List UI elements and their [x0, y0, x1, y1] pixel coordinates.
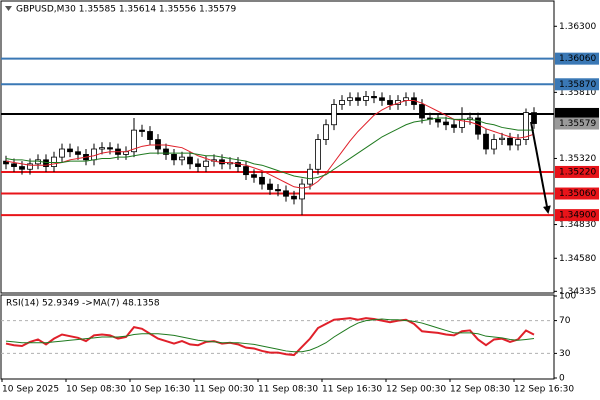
level-label: 1.34900 [559, 211, 596, 221]
candle-body [43, 159, 49, 167]
candle-body [491, 139, 497, 150]
candle-body [515, 139, 521, 146]
y-tick-label: 1.34580 [559, 254, 596, 264]
candle-body [323, 124, 329, 140]
x-tick-label: 12 Sep 16:30 [514, 385, 574, 395]
candle-body [339, 100, 345, 105]
level-label: 1.35650 [559, 109, 596, 119]
candle-body [27, 163, 33, 170]
candle-body [251, 174, 257, 178]
candle-body [307, 168, 313, 185]
candle-body [147, 131, 153, 140]
candle-body [131, 129, 137, 153]
x-tick-label: 12 Sep 00:30 [386, 385, 446, 395]
level-label-box [555, 209, 599, 222]
candle-body [267, 183, 273, 190]
y-tick-label: 1.35810 [559, 88, 596, 98]
level-label-box [555, 187, 599, 200]
series-line [5, 318, 535, 353]
forecast-arrow [530, 121, 551, 214]
y-tick-label: 1.34335 [559, 287, 596, 297]
level-label: 1.35870 [559, 80, 596, 90]
candle-body [371, 96, 377, 99]
candle-body [163, 148, 169, 155]
x-tick-label: 11 Sep 00:30 [194, 385, 254, 395]
candle-body [203, 160, 209, 167]
candle-body [59, 148, 65, 158]
x-tick-label: 10 Sep 08:30 [66, 385, 126, 395]
candle-body [259, 176, 265, 185]
candle-body [51, 156, 57, 167]
candle-body [443, 121, 449, 126]
y-tick-label: 1.36300 [559, 22, 596, 32]
candle-body [67, 148, 73, 153]
candle-body [275, 189, 281, 192]
level-label: 1.36060 [559, 54, 596, 64]
level-label-box [555, 78, 599, 91]
candle-body [11, 163, 17, 167]
candle-body [451, 124, 457, 128]
level-label: 1.35220 [559, 167, 596, 177]
candle-body [299, 183, 305, 200]
candle-body [331, 104, 337, 126]
candle-body [355, 97, 361, 101]
candle-body [91, 148, 97, 161]
plot-layer: 1.36300 1.35810 1.35320 1.34830 1.34580 1.343… [1, 22, 599, 395]
x-tick-label: 10 Sep 2025 [2, 385, 59, 395]
x-tick-label: 11 Sep 08:30 [258, 385, 318, 395]
level-label-box [555, 52, 599, 65]
candle-body [291, 195, 297, 200]
candle-body [523, 112, 529, 140]
candle-body [387, 100, 393, 105]
y-tick-label: 70 [559, 316, 571, 326]
candle-body [379, 97, 385, 101]
candle-body [419, 104, 425, 119]
candle-body [107, 147, 113, 150]
candle-body [171, 154, 177, 161]
chart-header: GBPUSD,M30 1.35585 1.35614 1.35556 1.355… [16, 5, 236, 15]
candle-body [435, 118, 441, 123]
candle-body [347, 97, 353, 101]
x-tick-label: 12 Sep 08:30 [450, 385, 510, 395]
level-label-box [555, 107, 599, 120]
y-tick-label: 100 [559, 292, 576, 302]
y-tick-label: 1.35320 [559, 154, 596, 164]
level-label: 1.35060 [559, 189, 596, 199]
series-line [5, 317, 535, 357]
candle-body [483, 133, 489, 150]
y-tick-label: 0 [559, 374, 565, 384]
current-price-box [555, 117, 599, 130]
candle-body [283, 190, 289, 197]
candle-body [187, 156, 193, 165]
candle-body [139, 129, 145, 132]
y-tick-label: 1.34830 [559, 220, 596, 230]
candle-body [315, 139, 321, 170]
candle-body [243, 166, 249, 176]
candle-body [99, 147, 105, 150]
candle-body [75, 151, 81, 155]
x-tick-label: 11 Sep 16:30 [322, 385, 382, 395]
candle-body [363, 96, 369, 101]
candle-body [179, 156, 185, 161]
current-price-label: 1.35579 [559, 119, 596, 129]
main-panel [0, 0, 555, 294]
candle-body [531, 112, 537, 124]
series-line [5, 99, 535, 189]
x-tick-label: 10 Sep 16:30 [130, 385, 190, 395]
rsi-title: RSI(14) 52.9349 ->MA(7) 48.1358 [6, 299, 160, 309]
candle-body [195, 163, 201, 167]
level-label-box [555, 165, 599, 178]
y-tick-label: 30 [559, 349, 571, 359]
symbol-icon [5, 6, 12, 11]
candle-body [155, 139, 161, 150]
candle-body [499, 137, 505, 140]
candle-body [19, 166, 25, 170]
series-line [5, 117, 534, 180]
candle-body [507, 137, 513, 146]
